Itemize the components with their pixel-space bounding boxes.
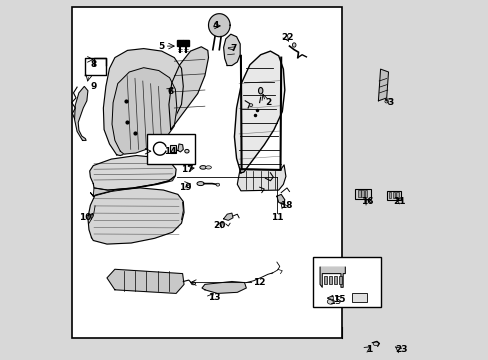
Ellipse shape bbox=[292, 43, 295, 47]
Text: 2: 2 bbox=[264, 98, 270, 107]
Text: 11: 11 bbox=[270, 213, 283, 222]
Polygon shape bbox=[178, 144, 183, 152]
Bar bbox=[333, 276, 336, 284]
Polygon shape bbox=[276, 194, 284, 204]
Text: 14: 14 bbox=[164, 147, 177, 156]
Text: 8: 8 bbox=[90, 60, 96, 69]
Bar bbox=[312, 257, 380, 307]
Text: 16: 16 bbox=[360, 197, 372, 206]
Polygon shape bbox=[90, 176, 175, 196]
Text: 1: 1 bbox=[365, 345, 371, 354]
Text: 15: 15 bbox=[332, 295, 345, 304]
Ellipse shape bbox=[384, 100, 387, 103]
Bar bbox=[146, 134, 195, 164]
Text: 15: 15 bbox=[329, 296, 342, 306]
Text: 10: 10 bbox=[79, 213, 91, 222]
Ellipse shape bbox=[326, 299, 334, 304]
Polygon shape bbox=[202, 282, 246, 293]
Ellipse shape bbox=[191, 282, 195, 285]
Text: 3: 3 bbox=[386, 98, 393, 107]
Ellipse shape bbox=[184, 149, 189, 153]
Text: 5: 5 bbox=[158, 42, 164, 51]
Polygon shape bbox=[168, 47, 208, 130]
Text: 20: 20 bbox=[213, 220, 225, 230]
Text: 19: 19 bbox=[179, 183, 191, 192]
Polygon shape bbox=[112, 68, 177, 154]
Polygon shape bbox=[234, 51, 284, 173]
Text: 23: 23 bbox=[394, 345, 407, 354]
Text: 7: 7 bbox=[230, 44, 236, 53]
Text: 22: 22 bbox=[281, 33, 293, 42]
Bar bbox=[169, 145, 176, 153]
Bar bbox=[396, 192, 398, 198]
Bar bbox=[351, 293, 366, 302]
Polygon shape bbox=[320, 267, 345, 287]
Bar bbox=[358, 190, 360, 197]
Polygon shape bbox=[107, 269, 183, 293]
Bar bbox=[361, 190, 363, 197]
Ellipse shape bbox=[197, 182, 204, 186]
Bar bbox=[386, 191, 400, 200]
Text: 18: 18 bbox=[279, 201, 291, 210]
Bar bbox=[328, 276, 331, 284]
Text: 12: 12 bbox=[252, 278, 264, 287]
Polygon shape bbox=[378, 69, 387, 101]
Bar bbox=[364, 190, 366, 197]
Bar bbox=[388, 192, 390, 198]
Polygon shape bbox=[223, 213, 232, 220]
Polygon shape bbox=[88, 188, 183, 244]
Polygon shape bbox=[237, 165, 285, 191]
Ellipse shape bbox=[216, 183, 219, 186]
Text: 21: 21 bbox=[392, 197, 405, 206]
Polygon shape bbox=[75, 86, 88, 140]
Text: 4: 4 bbox=[212, 21, 219, 30]
Polygon shape bbox=[223, 34, 240, 66]
Ellipse shape bbox=[205, 166, 211, 169]
Ellipse shape bbox=[372, 342, 378, 346]
Ellipse shape bbox=[258, 87, 263, 94]
Text: 6: 6 bbox=[167, 87, 173, 96]
Bar bbox=[72, 7, 341, 338]
Polygon shape bbox=[89, 156, 176, 190]
Ellipse shape bbox=[200, 166, 206, 169]
Bar bbox=[355, 189, 370, 199]
Polygon shape bbox=[103, 49, 183, 156]
Ellipse shape bbox=[249, 104, 252, 107]
Polygon shape bbox=[208, 14, 230, 37]
Text: 17: 17 bbox=[180, 165, 193, 174]
Bar bbox=[392, 192, 394, 198]
Bar bbox=[323, 276, 326, 284]
Bar bbox=[338, 276, 342, 284]
Text: 13: 13 bbox=[207, 292, 220, 302]
Text: 9: 9 bbox=[90, 82, 96, 91]
